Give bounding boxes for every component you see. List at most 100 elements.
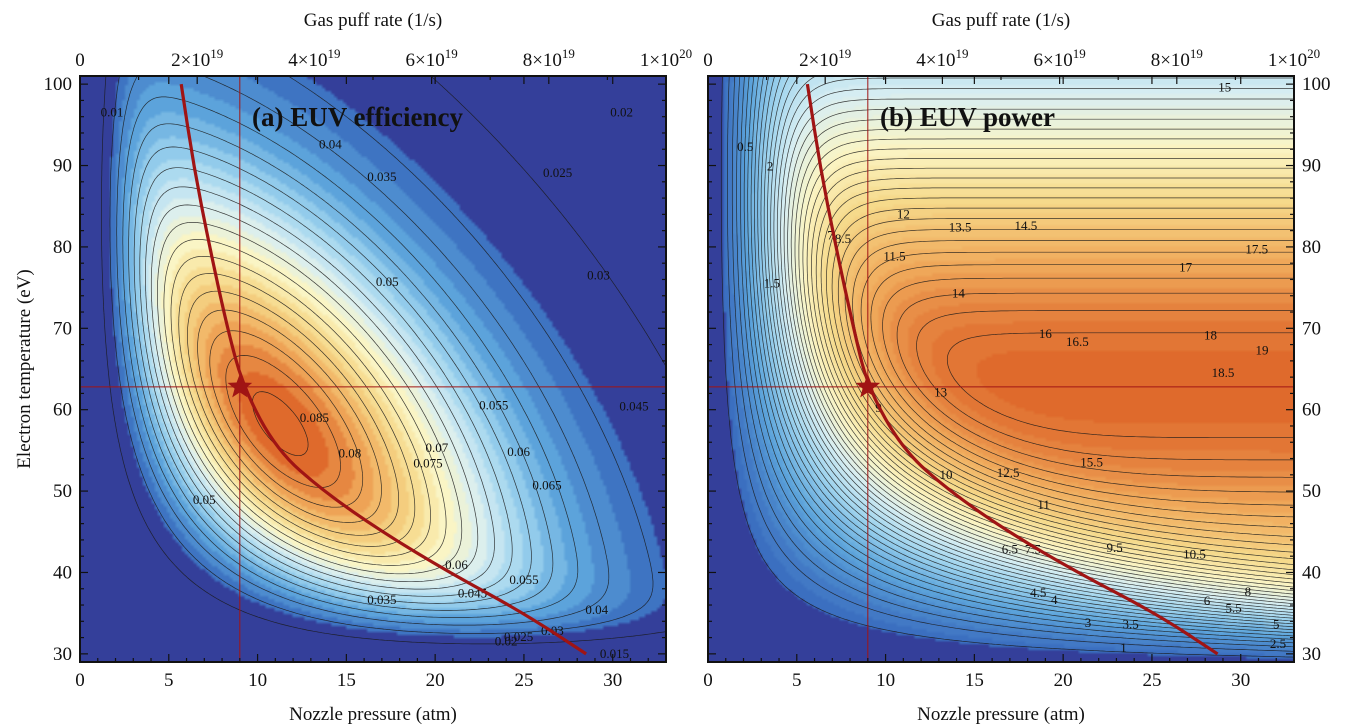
- contour-label: 0.06: [507, 444, 530, 459]
- top-tick-base: 0: [703, 50, 713, 71]
- top-tick-label: 0: [75, 50, 85, 71]
- top-tick-base: 1×10: [1268, 50, 1307, 71]
- x-tick-label: 15: [965, 670, 984, 691]
- contour-line: [806, 158, 1294, 580]
- contour-label: 18.5: [1212, 365, 1235, 380]
- top-tick-label: 1×1020: [640, 46, 692, 71]
- contour-label: 6: [1204, 593, 1211, 608]
- contour-line: [139, 167, 513, 597]
- contour-line: [860, 251, 1294, 518]
- top-tick-label: 8×1019: [1151, 46, 1203, 71]
- x-tick-label: 30: [603, 670, 622, 691]
- top-axis-title: Gas puff rate (1/s): [932, 10, 1070, 31]
- contour-line: [798, 138, 1294, 588]
- y-tick-label: 60: [53, 400, 72, 421]
- contour-line: [731, 76, 1294, 648]
- x-tick-label: 25: [1142, 670, 1161, 691]
- panel-title: (a) EUV efficiency: [252, 102, 463, 132]
- contour-label: 3: [1085, 615, 1092, 630]
- x-tick-label: 25: [514, 670, 533, 691]
- contour-line: [116, 76, 610, 626]
- contour-label: 2.5: [1270, 636, 1286, 651]
- top-tick-label: 8×1019: [523, 46, 575, 71]
- contour-line: [122, 96, 579, 618]
- top-tick-label: 4×1019: [916, 46, 968, 71]
- contour-line: [209, 330, 364, 508]
- contour-line: [727, 76, 1294, 652]
- y-tick-label: 30: [1302, 644, 1321, 665]
- contour-line: [128, 123, 554, 611]
- contour-line: [783, 98, 1294, 601]
- top-tick-base: 4×10: [288, 50, 327, 71]
- top-tick-base: 6×10: [405, 50, 444, 71]
- contour-label: 8.5: [835, 231, 851, 246]
- contour-label: 0.02: [610, 105, 633, 120]
- contour-line: [870, 264, 1294, 506]
- top-tick-base: 4×10: [916, 50, 955, 71]
- x-axis-title: Nozzle pressure (atm): [289, 704, 457, 725]
- x-tick-label: 15: [337, 670, 356, 691]
- contour-label: 0.035: [367, 169, 396, 184]
- panel-title: (b) EUV power: [880, 102, 1055, 132]
- contour-label: 12: [897, 206, 910, 221]
- contour-line: [780, 88, 1294, 605]
- contour-line: [101, 76, 666, 645]
- contour-label: 0.025: [543, 165, 572, 180]
- y-tick-label: 100: [1302, 74, 1331, 95]
- contour-label: 9.5: [1107, 540, 1123, 555]
- contour-label: 17.5: [1245, 241, 1268, 256]
- contour-line: [790, 118, 1294, 595]
- top-tick-base: 8×10: [1151, 50, 1190, 71]
- contour-label: 11.5: [883, 249, 905, 264]
- contour-line: [767, 76, 1294, 616]
- top-tick-base: 6×10: [1033, 50, 1072, 71]
- contour-label: 0.06: [445, 557, 468, 572]
- contour-line: [133, 146, 532, 604]
- y-tick-label: 100: [44, 74, 73, 95]
- contour-label: 0.07: [426, 440, 449, 455]
- x-tick-label: 5: [164, 670, 174, 691]
- x-tick-label: 20: [426, 670, 445, 691]
- contour-label: 8: [1245, 584, 1252, 599]
- contour-label: 0.015: [600, 646, 629, 661]
- contour-lines: [101, 76, 666, 645]
- top-tick-base: 0: [75, 50, 85, 71]
- contour-line: [145, 186, 495, 590]
- contour-label: 5.5: [1225, 600, 1241, 615]
- contour-label: 15: [1218, 79, 1231, 94]
- contour-fill: [80, 76, 666, 662]
- top-tick-exponent: 19: [956, 46, 969, 61]
- contour-label: 0.045: [619, 398, 648, 413]
- top-tick-label: 1×1020: [1268, 46, 1320, 71]
- contour-line: [757, 76, 1294, 625]
- y-tick-label: 70: [1302, 318, 1321, 339]
- contour-label: 4: [1051, 592, 1058, 607]
- contour-line: [740, 76, 1294, 640]
- y-tick-label: 50: [53, 481, 72, 502]
- contour-line: [826, 197, 1294, 560]
- contour-label: 0.055: [509, 572, 538, 587]
- top-tick-base: 2×10: [799, 50, 838, 71]
- contour-label: 15.5: [1080, 455, 1103, 470]
- contour-line: [760, 76, 1294, 622]
- contour-label: 0.055: [479, 398, 508, 413]
- x-tick-label: 0: [75, 670, 85, 691]
- contour-label: 0.085: [300, 410, 329, 425]
- optimum-star-marker: [227, 373, 253, 398]
- top-tick-label: 2×1019: [171, 46, 223, 71]
- top-axis-title: Gas puff rate (1/s): [304, 10, 442, 31]
- top-tick-exponent: 19: [328, 46, 341, 61]
- contour-line: [157, 222, 463, 575]
- contour-label: 0.04: [319, 136, 342, 151]
- contour-line: [896, 292, 1294, 478]
- contour-label: 16.5: [1066, 334, 1089, 349]
- contour-line: [946, 332, 1294, 439]
- x-tick-label: 30: [1231, 670, 1250, 691]
- contour-label: 1: [1120, 640, 1127, 655]
- top-tick-exponent: 19: [1073, 46, 1086, 61]
- contour-line: [852, 240, 1294, 528]
- contour-line: [750, 76, 1294, 631]
- contour-line: [776, 77, 1294, 608]
